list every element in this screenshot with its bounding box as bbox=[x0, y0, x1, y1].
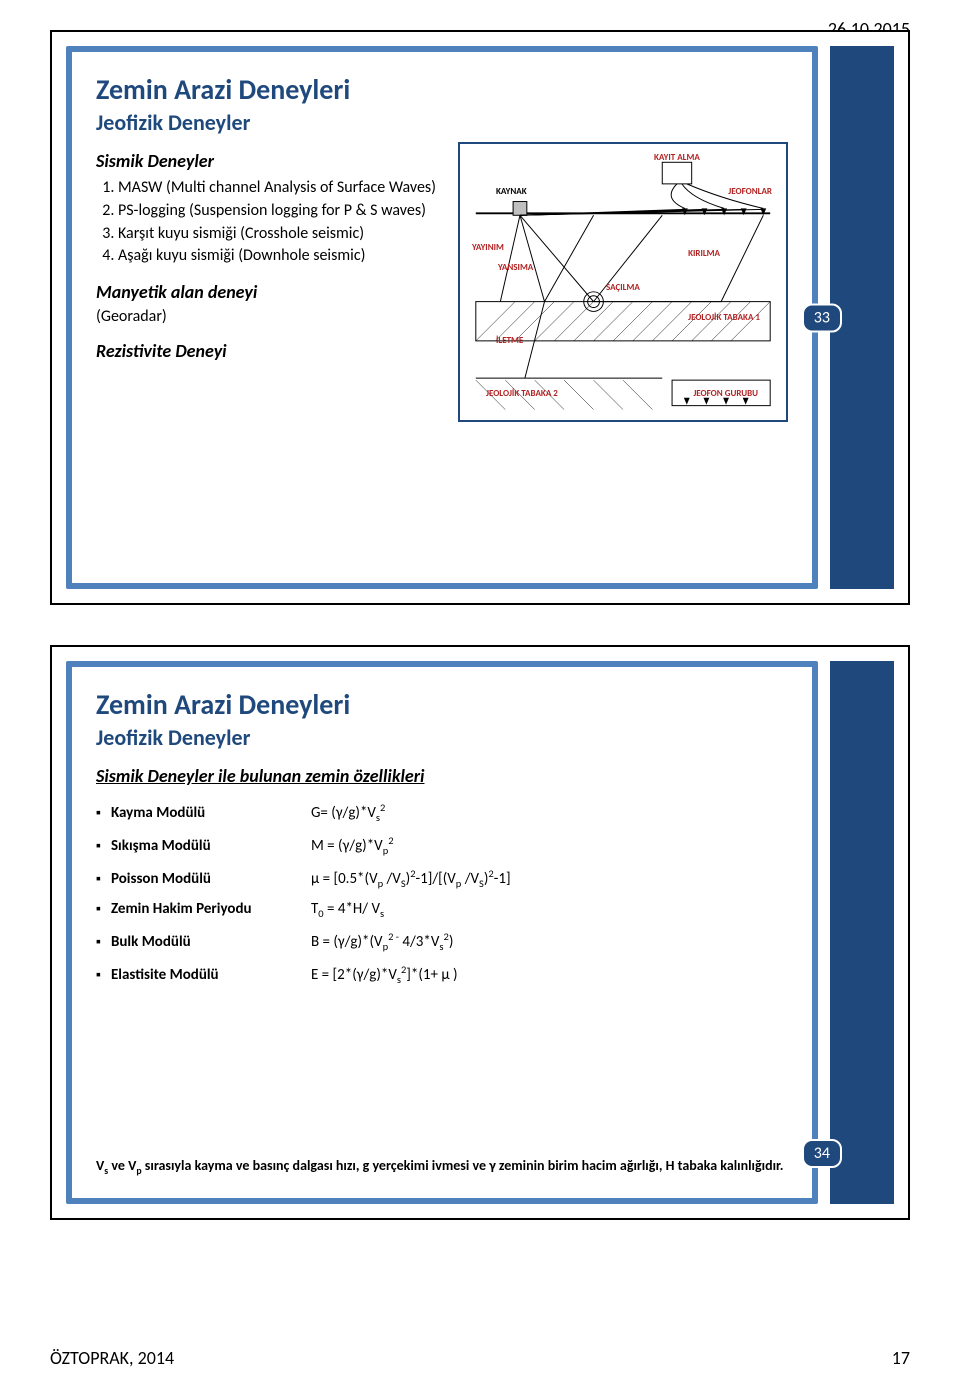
list-item: Zemin Hakim Periyodu T0 = 4*H/ Vs bbox=[96, 900, 788, 920]
prop-formula: μ = [0.5*(Vp /VS)2-1]/[(Vp /VS)2-1] bbox=[311, 867, 788, 890]
diagram-label: KAYNAK bbox=[496, 186, 527, 197]
list-item: Poisson Modülü μ = [0.5*(Vp /VS)2-1]/[(V… bbox=[96, 867, 788, 890]
diagram-label: İLETME bbox=[496, 335, 523, 346]
footer-author: ÖZTOPRAK, 2014 bbox=[50, 1347, 174, 1369]
page-footer: ÖZTOPRAK, 2014 17 bbox=[50, 1347, 910, 1369]
properties-list: Kayma Modülü G= (γ/g)*Vs2 Sıkışma Modülü… bbox=[96, 801, 788, 986]
slide-sidebar bbox=[830, 661, 894, 1204]
seismic-diagram: KAYIT ALMA KAYNAK JEOFONLAR YAYINIM YANS… bbox=[458, 142, 788, 422]
diagram-label: JEOFONLAR bbox=[728, 186, 772, 197]
footnote: Vs ve Vp sırasıyla kayma ve basınç dalga… bbox=[96, 1157, 788, 1178]
prop-name: Elastisite Modülü bbox=[111, 966, 311, 984]
footer-page-number: 17 bbox=[892, 1347, 910, 1369]
slide-1: Zemin Arazi Deneyleri Jeofizik Deneyler … bbox=[50, 30, 910, 605]
list-item: Sıkışma Modülü M = (γ/g)*Vp2 bbox=[96, 834, 788, 857]
diagram-label: JEOFON GURUBU bbox=[693, 388, 758, 399]
list-item: Kayma Modülü G= (γ/g)*Vs2 bbox=[96, 801, 788, 824]
prop-formula: E = [2*(γ/g)*Vs2]*(1+ μ ) bbox=[311, 963, 788, 986]
page: 26.10.2015 Zemin Arazi Deneyleri Jeofizi… bbox=[0, 0, 960, 1399]
diagram-label: YANSIMA bbox=[498, 262, 533, 273]
slide-title: Zemin Arazi Deneyleri bbox=[96, 687, 788, 722]
slide-subtitle: Jeofizik Deneyler bbox=[96, 724, 788, 751]
diagram-label: SAÇILMA bbox=[606, 282, 640, 293]
prop-formula: M = (γ/g)*Vp2 bbox=[311, 834, 788, 857]
prop-name: Sıkışma Modülü bbox=[111, 837, 311, 855]
section-heading: Sismik Deneyler ile bulunan zemin özelli… bbox=[96, 765, 788, 787]
diagram-label: KIRILMA bbox=[688, 248, 720, 259]
diagram-label: JEOLOJİK TABAKA 1 bbox=[688, 312, 760, 323]
diagram-label: YAYINIM bbox=[472, 242, 504, 253]
list-item: Elastisite Modülü E = [2*(γ/g)*Vs2]*(1+ … bbox=[96, 963, 788, 986]
diagram-label: JEOLOJİK TABAKA 2 bbox=[486, 388, 558, 399]
prop-formula: B = (γ/g)*(Vp2 - 4/3*Vs2) bbox=[311, 930, 788, 953]
list-item: Bulk Modülü B = (γ/g)*(Vp2 - 4/3*Vs2) bbox=[96, 930, 788, 953]
slide-2: Zemin Arazi Deneyleri Jeofizik Deneyler … bbox=[50, 645, 910, 1220]
slide-frame: Zemin Arazi Deneyleri Jeofizik Deneyler … bbox=[66, 661, 818, 1204]
prop-formula: T0 = 4*H/ Vs bbox=[311, 900, 788, 920]
slide-number-badge: 34 bbox=[802, 1139, 842, 1168]
slide-subtitle: Jeofizik Deneyler bbox=[96, 109, 788, 136]
slide-title: Zemin Arazi Deneyleri bbox=[96, 72, 788, 107]
prop-name: Kayma Modülü bbox=[111, 804, 311, 822]
prop-formula: G= (γ/g)*Vs2 bbox=[311, 801, 788, 824]
slide-frame: Zemin Arazi Deneyleri Jeofizik Deneyler … bbox=[66, 46, 818, 589]
prop-name: Poisson Modülü bbox=[111, 870, 311, 888]
prop-name: Zemin Hakim Periyodu bbox=[111, 900, 311, 918]
slide-number-badge: 33 bbox=[802, 303, 842, 332]
diagram-label: KAYIT ALMA bbox=[654, 152, 700, 163]
prop-name: Bulk Modülü bbox=[111, 933, 311, 951]
